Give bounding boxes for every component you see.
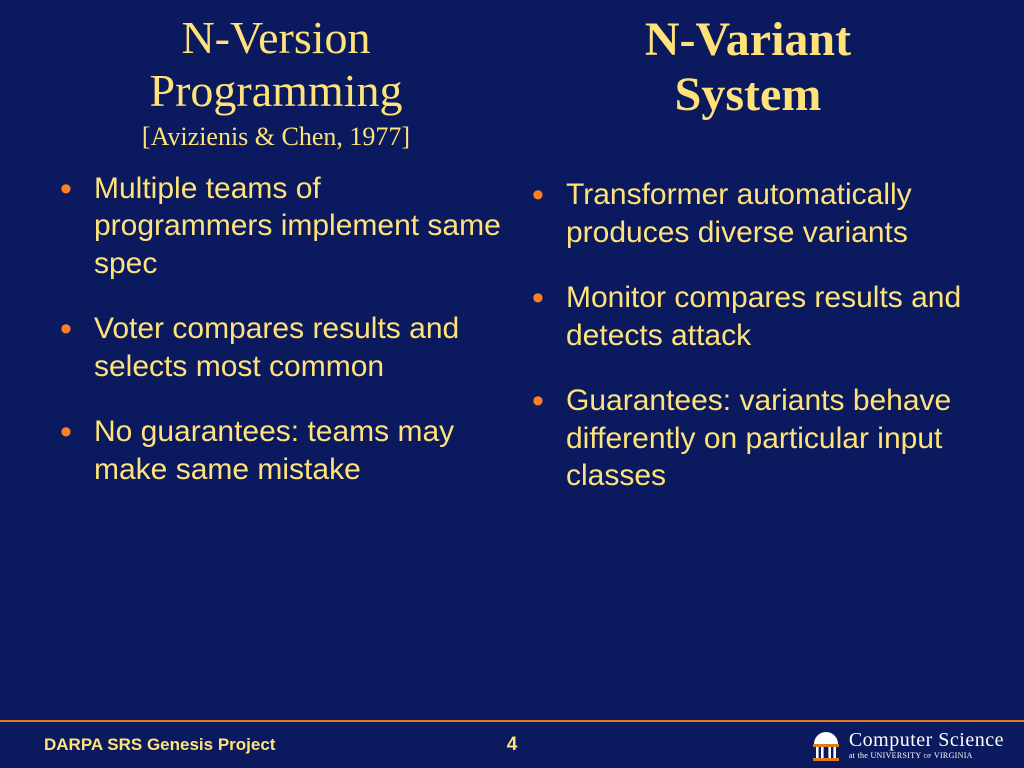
left-title: N-Version Programming xyxy=(50,12,502,118)
footer-page-number: 4 xyxy=(507,734,518,756)
footer-project: DARPA SRS Genesis Project xyxy=(44,735,275,755)
logo-sub-uva: UNIVERSITY of VIRGINIA xyxy=(870,751,972,760)
logo-sub-text: at the UNIVERSITY of VIRGINIA xyxy=(849,752,1004,760)
right-bullets: Transformer automatically produces diver… xyxy=(522,176,974,495)
list-item: Monitor compares results and detects att… xyxy=(528,279,974,354)
left-title-line1: N-Version xyxy=(181,12,370,63)
footer-logo: Computer Science at the UNIVERSITY of VI… xyxy=(811,728,1004,762)
right-title-line2: System xyxy=(675,68,822,121)
rotunda-icon xyxy=(811,728,841,762)
right-title-line1: N-Variant xyxy=(645,13,851,66)
logo-text: Computer Science at the UNIVERSITY of VI… xyxy=(849,730,1004,760)
list-item: Guarantees: variants behave differently … xyxy=(528,382,974,495)
logo-main-text: Computer Science xyxy=(849,730,1004,750)
list-item: Voter compares results and selects most … xyxy=(56,310,502,385)
logo-sub-prefix: at the xyxy=(849,751,871,760)
right-column: N-Variant System Transformer automatical… xyxy=(512,12,984,523)
right-citation-spacer xyxy=(522,126,974,158)
left-title-line2: Programming xyxy=(150,65,403,116)
content-columns: N-Version Programming [Avizienis & Chen,… xyxy=(0,0,1024,523)
list-item: No guarantees: teams may make same mista… xyxy=(56,413,502,488)
slide: N-Version Programming [Avizienis & Chen,… xyxy=(0,0,1024,768)
left-column: N-Version Programming [Avizienis & Chen,… xyxy=(40,12,512,523)
footer: DARPA SRS Genesis Project 4 Computer Sci… xyxy=(0,720,1024,768)
right-title: N-Variant System xyxy=(522,12,974,122)
list-item: Multiple teams of programmers implement … xyxy=(56,170,502,283)
uva-cs-logo: Computer Science at the UNIVERSITY of VI… xyxy=(811,728,1004,762)
left-bullets: Multiple teams of programmers implement … xyxy=(50,170,502,489)
left-citation: [Avizienis & Chen, 1977] xyxy=(50,122,502,152)
list-item: Transformer automatically produces diver… xyxy=(528,176,974,251)
